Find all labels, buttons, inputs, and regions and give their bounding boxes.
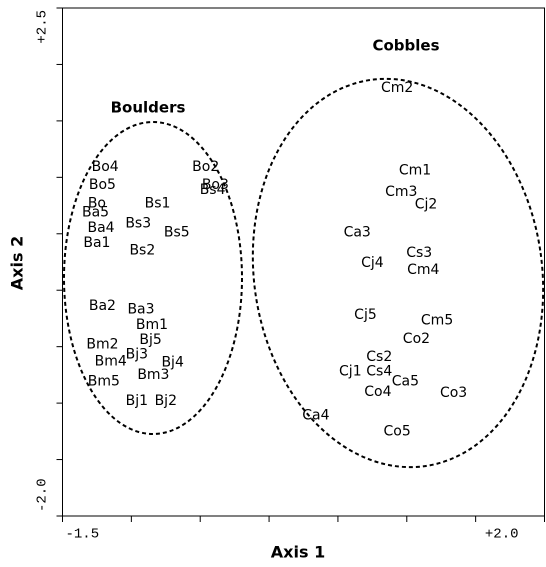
point-label: Bj3 — [126, 347, 148, 363]
point-label: Bj2 — [155, 393, 177, 409]
point-label: Bj4 — [161, 354, 183, 370]
point-label: Bs4 — [200, 182, 226, 198]
point-label: Bo4 — [92, 159, 119, 175]
group-outline — [251, 77, 545, 469]
point-label: Bo — [88, 195, 106, 211]
point-label: Bm1 — [136, 317, 168, 333]
point-label: Cj1 — [339, 364, 362, 380]
point-label: Ca5 — [392, 374, 419, 390]
plot-frame — [62, 7, 545, 517]
point-label: Bs2 — [129, 243, 155, 259]
annotation: Cobbles — [372, 37, 439, 55]
point-label: Bo2 — [192, 159, 219, 175]
point-label: Ca4 — [302, 408, 329, 424]
point-label: Ba3 — [127, 301, 154, 317]
point-label: Bs1 — [145, 195, 171, 211]
point-label: Cj5 — [354, 307, 377, 323]
point-label: Bs5 — [164, 225, 190, 241]
point-label: Co2 — [403, 331, 430, 347]
y-axis-title: Axis 2 — [8, 236, 27, 290]
point-label: Cs3 — [406, 245, 432, 261]
point-label: Cm4 — [407, 262, 439, 278]
x-tick-label: -1.5 — [66, 527, 100, 543]
group-outline — [63, 121, 243, 435]
point-label: Cm1 — [399, 163, 431, 179]
point-label: Cm5 — [421, 313, 453, 329]
point-label: Cm3 — [385, 184, 417, 200]
point-label: Cj2 — [415, 196, 438, 212]
x-axis-title: Axis 1 — [271, 543, 325, 562]
point-label: Co5 — [384, 423, 411, 439]
point-label: Cm2 — [381, 80, 413, 96]
point-label: Cs2 — [366, 349, 392, 365]
point-label: Ba4 — [88, 220, 115, 236]
point-label: Bm5 — [88, 374, 120, 390]
point-label: Bo3 — [202, 177, 229, 193]
y-tick-label: +2.5 — [35, 10, 51, 44]
point-label: Bs3 — [125, 216, 151, 232]
point-label: Ba1 — [83, 235, 110, 251]
point-label: Ba5 — [82, 204, 109, 220]
point-label: Ba2 — [89, 298, 116, 314]
annotation: Boulders — [111, 99, 186, 117]
point-label: Co3 — [440, 385, 467, 401]
point-label: Ca3 — [344, 225, 371, 241]
x-tick-label: +2.0 — [485, 527, 519, 543]
y-tick-label: -2.0 — [35, 478, 51, 512]
point-label: Bo5 — [89, 177, 116, 193]
point-label: Cs4 — [366, 364, 392, 380]
point-label: Bj1 — [126, 393, 148, 409]
point-label: Bm3 — [137, 367, 169, 383]
point-label: Cj4 — [361, 255, 384, 271]
point-label: Bj5 — [139, 332, 161, 348]
point-label: Co4 — [364, 384, 391, 400]
point-label: Bm2 — [86, 336, 118, 352]
point-label: Bm4 — [95, 353, 127, 369]
